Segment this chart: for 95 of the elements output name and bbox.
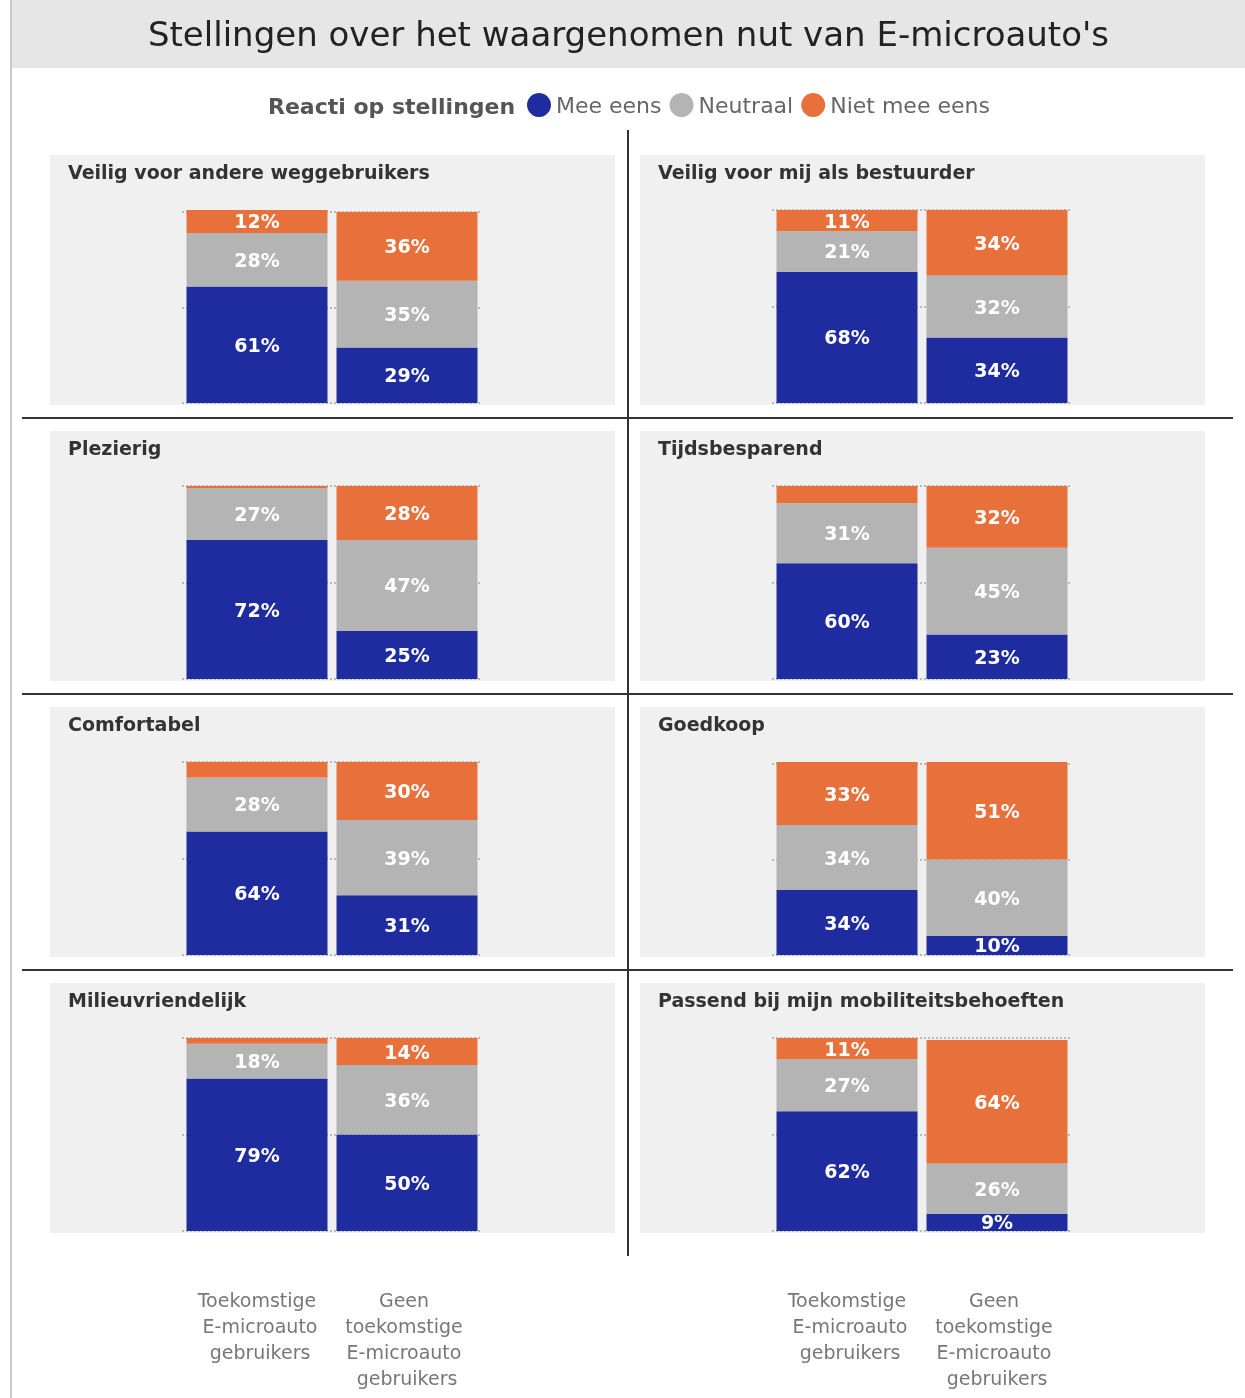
- data-label: 36%: [384, 235, 430, 258]
- data-label: 33%: [824, 782, 870, 805]
- data-label: 18%: [234, 1050, 280, 1073]
- data-label: 62%: [824, 1160, 870, 1183]
- data-label: 34%: [824, 911, 870, 934]
- bar: [336, 895, 478, 955]
- bar: [186, 1078, 328, 1231]
- bar: [336, 630, 478, 679]
- data-label: 11%: [824, 1037, 870, 1060]
- data-label: 45%: [974, 580, 1020, 603]
- chart-title: Veilig voor andere weggebruikers: [68, 160, 430, 183]
- legend-label: Mee eens: [556, 92, 662, 118]
- bar: [926, 762, 1068, 860]
- bar: [186, 286, 328, 403]
- data-label: 34%: [974, 359, 1020, 382]
- bar: [186, 1043, 328, 1079]
- data-label: 34%: [974, 231, 1020, 254]
- data-label: 50%: [384, 1171, 430, 1194]
- data-label: 64%: [974, 1090, 1020, 1113]
- bar: [336, 762, 478, 820]
- data-label: 14%: [384, 1040, 430, 1063]
- data-label: 21%: [824, 240, 870, 263]
- data-label: 27%: [824, 1074, 870, 1097]
- bar: [186, 540, 328, 679]
- data-label: 32%: [974, 295, 1020, 318]
- data-label: 30%: [384, 779, 430, 802]
- bar: [776, 271, 918, 403]
- legend-label: Niet mee eens: [830, 92, 990, 118]
- bar: [776, 1059, 918, 1112]
- legend-label: Neutraal: [698, 92, 794, 118]
- data-label: 23%: [974, 645, 1020, 668]
- bar: [926, 486, 1068, 548]
- data-label: 28%: [234, 248, 280, 271]
- legend-title: Reacti op stellingen: [268, 93, 516, 119]
- data-label: 26%: [974, 1177, 1020, 1200]
- data-label: 79%: [234, 1143, 280, 1166]
- bar: [186, 762, 328, 778]
- data-label: 61%: [234, 333, 280, 356]
- bar: [776, 762, 918, 826]
- data-label: 72%: [234, 598, 280, 621]
- data-label: 35%: [384, 303, 430, 326]
- bar: [926, 337, 1068, 403]
- data-label: 47%: [384, 574, 430, 597]
- bar: [776, 231, 918, 272]
- chart-title: Comfortabel: [68, 712, 201, 735]
- bar: [336, 347, 478, 403]
- bar: [776, 1111, 918, 1231]
- chart-title: Milieuvriendelijk: [68, 988, 247, 1011]
- data-label: 31%: [384, 914, 430, 937]
- data-label: 28%: [384, 502, 430, 525]
- x-tick-label: Geen toekomstige E-microauto gebruikers: [935, 1289, 1059, 1389]
- data-label: 39%: [384, 846, 430, 869]
- bar: [186, 1038, 328, 1044]
- data-label: 36%: [384, 1088, 430, 1111]
- chart-title: Goedkoop: [658, 712, 765, 735]
- data-label: 64%: [234, 882, 280, 905]
- data-label: 27%: [234, 502, 280, 525]
- bar: [186, 831, 328, 955]
- bar: [776, 486, 918, 504]
- data-label: 28%: [234, 793, 280, 816]
- bar: [926, 634, 1068, 679]
- x-tick-label: Toekomstige E-microauto gebruikers: [196, 1289, 318, 1363]
- data-label: 29%: [384, 364, 430, 387]
- data-label: 51%: [974, 799, 1020, 822]
- data-label: 40%: [974, 886, 1020, 909]
- bar: [776, 890, 918, 955]
- bar: [336, 486, 478, 541]
- chart-title: Passend bij mijn mobiliteitsbehoeften: [658, 988, 1065, 1011]
- bar: [336, 211, 478, 281]
- chart-title: Plezierig: [68, 436, 162, 459]
- bar: [776, 503, 918, 564]
- bar: [926, 210, 1068, 276]
- text: Stellingen over het waargenomen nut van E-microauto's: [147, 14, 1110, 54]
- data-label: 12%: [234, 210, 280, 233]
- chart-title: Veilig voor mij als bestuurder: [658, 160, 976, 183]
- bar: [186, 777, 328, 832]
- x-tick-label: Toekomstige E-microauto gebruikers: [786, 1289, 908, 1363]
- chart-title: Tijdsbesparend: [658, 436, 823, 459]
- data-label: 11%: [824, 209, 870, 232]
- data-label: 10%: [974, 934, 1020, 957]
- bar: [926, 1039, 1068, 1164]
- data-label: 31%: [824, 522, 870, 545]
- data-label: 60%: [824, 610, 870, 633]
- data-label: 32%: [974, 505, 1020, 528]
- data-label: 34%: [824, 846, 870, 869]
- data-label: 25%: [384, 643, 430, 666]
- bar: [336, 1134, 478, 1231]
- data-label: 9%: [980, 1211, 1014, 1234]
- bar: [926, 1163, 1068, 1214]
- x-tick-label: Geen toekomstige E-microauto gebruikers: [345, 1289, 469, 1389]
- bar: [336, 1038, 478, 1066]
- bar: [776, 563, 918, 679]
- bar: [186, 232, 328, 287]
- bar: [186, 487, 328, 541]
- data-label: 68%: [824, 326, 870, 349]
